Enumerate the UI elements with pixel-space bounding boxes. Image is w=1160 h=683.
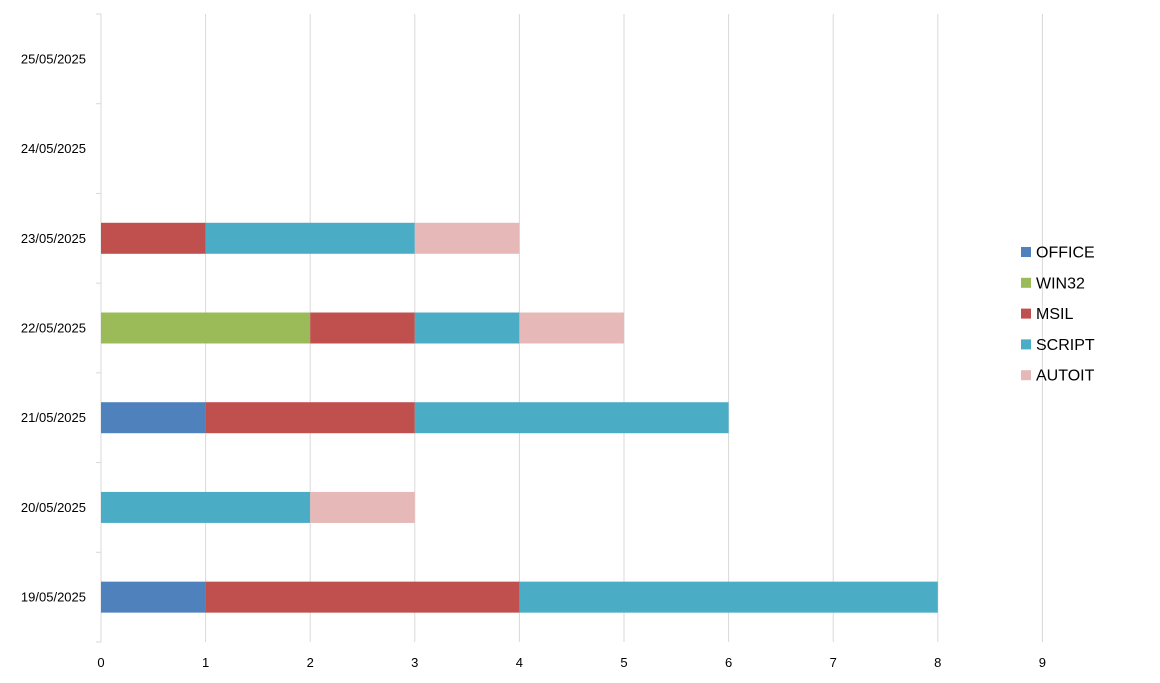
legend-swatch: [1021, 277, 1031, 288]
category-axis: [96, 13, 102, 643]
bar-segment-script: [414, 312, 520, 344]
legend-label: OFFICE: [1036, 245, 1095, 262]
x-tick-label: 0: [97, 655, 104, 670]
bar-segment-autoit: [414, 222, 520, 254]
bar-segment-autoit: [310, 491, 415, 523]
legend-swatch: [1021, 370, 1031, 381]
category-label: 21/05/2025: [21, 410, 86, 425]
bars: [101, 222, 938, 613]
y-axis-category-labels: 19/05/2025 20/05/2025 21/05/2025 22/05/2025…: [21, 51, 86, 604]
bar-segment-msil: [205, 402, 415, 434]
bar-segment-script: [101, 491, 311, 523]
category-label: 19/05/2025: [21, 590, 86, 605]
legend: OFFICE WIN32 MSIL SCRIPT AUTOIT: [1021, 245, 1095, 385]
x-tick-label: 3: [411, 655, 418, 670]
bar-segment-msil: [101, 222, 206, 254]
category-label: 23/05/2025: [21, 231, 86, 246]
legend-swatch: [1021, 247, 1031, 257]
x-tick-label: 2: [307, 655, 314, 670]
x-tick-label: 7: [830, 655, 837, 670]
x-tick-label: 1: [202, 655, 209, 670]
bar-segment-script: [414, 402, 729, 434]
category-label: 20/05/2025: [21, 500, 86, 515]
bar-segment-msil: [310, 312, 415, 344]
bar-segment-win32: [101, 312, 311, 344]
x-tick-label: 9: [1039, 655, 1046, 670]
x-tick-label: 6: [725, 655, 732, 670]
legend-label: SCRIPT: [1036, 337, 1095, 354]
bar-segment-autoit: [519, 312, 624, 344]
x-tick-label: 4: [516, 655, 523, 670]
x-tick-label: 8: [934, 655, 941, 670]
legend-label: WIN32: [1036, 275, 1085, 292]
legend-swatch: [1021, 339, 1031, 350]
bar-segment-script: [205, 222, 415, 254]
bar-segment-office: [101, 581, 206, 613]
legend-label: MSIL: [1036, 306, 1073, 323]
legend-swatch: [1021, 308, 1031, 319]
bar-segment-script: [519, 581, 938, 613]
category-label: 24/05/2025: [21, 141, 86, 156]
bar-segment-msil: [205, 581, 520, 613]
x-axis-tick-labels: 0 1 2 3 4 5 6 7 8 9: [97, 655, 1046, 670]
bar-segment-office: [101, 402, 206, 434]
x-tick-label: 5: [620, 655, 627, 670]
category-label: 25/05/2025: [21, 51, 86, 66]
category-label: 22/05/2025: [21, 321, 86, 336]
legend-label: AUTOIT: [1036, 368, 1095, 385]
